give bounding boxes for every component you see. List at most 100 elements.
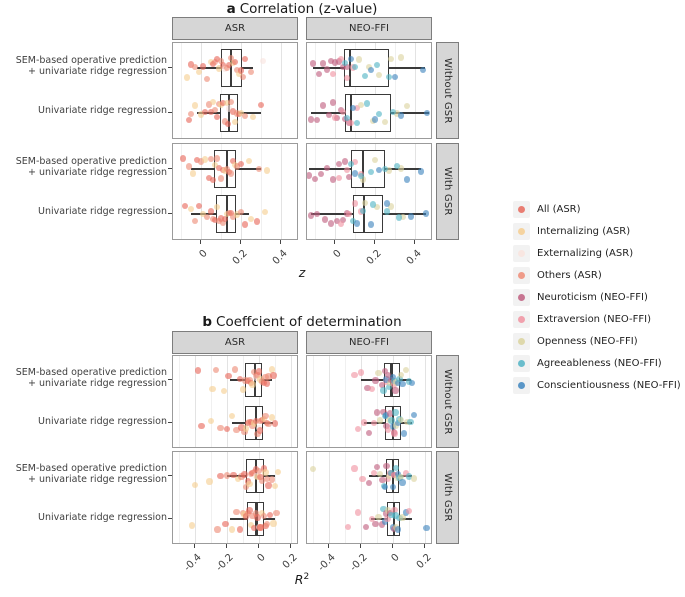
data-point [403, 176, 411, 183]
data-point [373, 61, 381, 68]
boxplot-whisker-high [242, 67, 253, 69]
data-point [191, 102, 199, 109]
data-point [335, 160, 343, 168]
data-point [403, 102, 411, 109]
data-point [257, 473, 264, 481]
data-point [268, 366, 275, 373]
data-point [380, 408, 387, 416]
data-point [251, 469, 258, 476]
data-point [183, 74, 191, 81]
data-point [381, 165, 389, 173]
data-point [263, 475, 271, 483]
data-point [254, 514, 261, 521]
data-point [372, 520, 379, 528]
data-point [378, 381, 385, 389]
gridline [313, 452, 314, 543]
gridline [259, 452, 260, 543]
data-point [247, 215, 255, 223]
data-point [331, 59, 339, 66]
data-point [365, 63, 373, 70]
data-point [197, 111, 205, 118]
data-point [339, 216, 347, 223]
data-point [345, 210, 353, 218]
data-point [262, 469, 269, 476]
gridline [345, 452, 346, 543]
data-point [362, 523, 369, 531]
data-point [341, 158, 349, 165]
boxplot-whisker-high [391, 112, 429, 114]
data-point [394, 470, 401, 477]
data-point [397, 372, 405, 379]
data-point [195, 68, 203, 75]
gridline [315, 43, 316, 138]
data-point [221, 216, 229, 223]
data-point [231, 58, 239, 65]
data-point [401, 430, 408, 437]
data-point [241, 428, 248, 436]
chart-b-x-axis-label: R2 [294, 572, 310, 588]
data-point [383, 208, 391, 215]
boxplot-whisker-low [309, 168, 351, 170]
data-point [203, 75, 211, 82]
data-point [262, 373, 269, 380]
data-point [367, 66, 375, 74]
boxplot-whisker-high [262, 379, 272, 381]
data-point [396, 375, 403, 383]
facet-panel-asr-without-gsr [172, 42, 298, 139]
data-point [243, 513, 250, 520]
boxplot-whisker-high [263, 518, 275, 520]
legend-dot-icon [518, 272, 525, 279]
data-point [229, 158, 237, 165]
chart-b-title-text: Coeffcient of determination [216, 314, 402, 330]
data-point [391, 430, 398, 437]
data-point [247, 68, 255, 76]
data-point [199, 210, 207, 217]
data-point [249, 381, 256, 388]
data-point [347, 160, 355, 168]
data-point [409, 379, 416, 387]
gridline [221, 43, 222, 138]
y-tick [168, 111, 172, 113]
gridline [425, 452, 426, 543]
data-point [367, 221, 375, 228]
data-point [382, 412, 389, 419]
data-point [223, 99, 231, 107]
data-point [353, 104, 361, 111]
data-point [370, 420, 377, 427]
data-point [399, 514, 406, 521]
data-point [384, 516, 391, 523]
data-point [229, 213, 237, 220]
data-point [361, 72, 369, 80]
data-point [396, 514, 403, 522]
data-point [187, 205, 195, 213]
data-point [214, 526, 221, 533]
gridline [425, 356, 426, 447]
data-point [345, 174, 353, 181]
data-point [268, 476, 275, 483]
y-tick [168, 517, 172, 519]
boxplot-median [227, 93, 231, 132]
data-point [335, 174, 343, 182]
data-point [317, 170, 325, 178]
data-point [213, 203, 221, 211]
facet-col-strip-asr: ASR [172, 17, 298, 40]
data-point [191, 481, 199, 489]
legend-key [513, 289, 530, 306]
data-point [321, 216, 329, 223]
gridline [415, 43, 416, 138]
data-point [417, 168, 425, 175]
data-point [394, 379, 401, 387]
data-point [375, 71, 383, 79]
data-point [354, 425, 361, 433]
gridline [335, 43, 336, 138]
data-point [337, 55, 345, 63]
legend-key [513, 245, 530, 262]
data-point [337, 220, 345, 227]
data-point [355, 56, 363, 63]
data-point [357, 369, 365, 376]
data-point [383, 376, 390, 383]
data-point [359, 476, 366, 483]
data-point [223, 64, 231, 72]
data-point [341, 59, 349, 66]
data-point [256, 427, 263, 434]
